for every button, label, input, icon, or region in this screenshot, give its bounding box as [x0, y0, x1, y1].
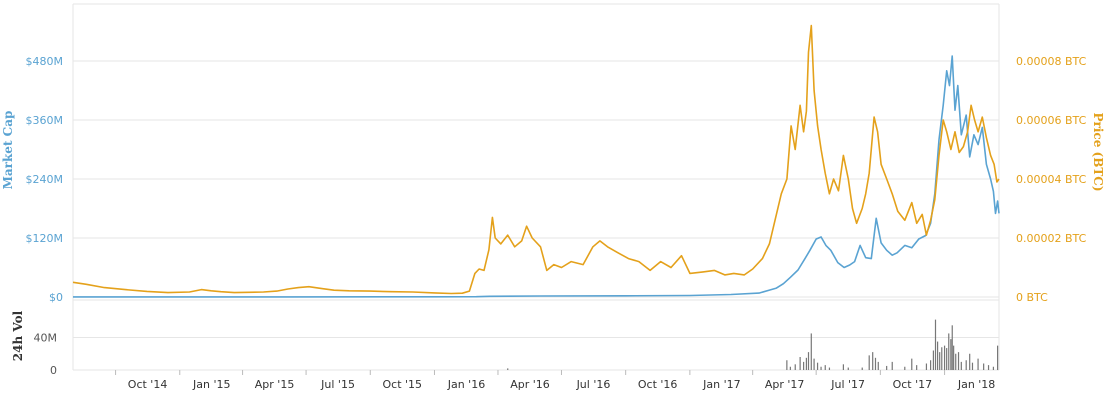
grid	[72, 3, 1000, 371]
volume-bar	[916, 365, 918, 370]
volume-bar	[943, 345, 946, 370]
volume-bar	[936, 341, 939, 370]
volume-tick-label: 0	[50, 364, 57, 377]
volume-bar	[786, 360, 788, 370]
x-tick-label: Apr '17	[765, 378, 805, 391]
volume-bar	[874, 357, 877, 370]
volume-bar	[816, 362, 819, 370]
volume-bar	[820, 366, 822, 370]
x-tick-label: Jul '15	[320, 378, 355, 391]
volume-bar	[983, 363, 985, 370]
volume-bar	[794, 364, 796, 370]
volume-tick-label: 40M	[34, 332, 58, 345]
volume-bar	[939, 352, 941, 370]
volume-bar	[803, 361, 805, 370]
x-tick-label: Apr '16	[510, 378, 550, 391]
volume-bar	[847, 367, 849, 370]
volume-bar	[904, 366, 906, 370]
volume-bar	[932, 350, 935, 370]
market-cap-line	[73, 55, 1000, 298]
price-line	[72, 24, 1000, 295]
x-tick-label: Oct '16	[638, 378, 678, 391]
x-tick-label: Jan '15	[192, 378, 230, 391]
volume-bar	[805, 357, 808, 370]
volume-bar	[955, 353, 957, 370]
series-lines	[72, 24, 1000, 298]
volume-bar	[950, 339, 952, 370]
volume-bar	[992, 366, 995, 370]
x-tick-label: Oct '17	[893, 378, 933, 391]
y-left-tick-label: $480M	[26, 55, 64, 68]
volume-bar	[957, 352, 960, 370]
y-left-tick-label: $120M	[26, 232, 64, 245]
volume-bar	[948, 333, 950, 370]
y-right-tick-label: 0.00002 BTC	[1016, 232, 1087, 245]
volume-bar	[965, 360, 967, 370]
volume-bar	[807, 352, 810, 370]
volume-bar	[951, 325, 953, 370]
volume-bar	[930, 360, 932, 370]
volume-bar	[813, 358, 815, 370]
volume-bar	[824, 365, 826, 370]
volume-bar	[810, 333, 812, 370]
volume-bar	[977, 358, 979, 370]
volume-bar	[891, 361, 893, 370]
volume-bar	[868, 355, 870, 370]
volume-bar	[997, 345, 999, 370]
volume-bar	[934, 319, 937, 370]
y-right-tick-label: 0.00008 BTC	[1016, 55, 1087, 68]
volume-bar	[799, 357, 801, 370]
volume-bar	[789, 366, 791, 370]
x-tick-label: Jan '17	[702, 378, 740, 391]
x-tick-label: Jan '16	[447, 378, 485, 391]
volume-bar	[925, 363, 928, 370]
y-right-title: Price (BTC)	[1091, 112, 1105, 191]
volume-bar	[960, 361, 962, 370]
x-tick-label: Jul '16	[576, 378, 611, 391]
volume-bar	[971, 362, 974, 370]
volume-bar	[886, 365, 888, 370]
y-right-tick-label: 0.00006 BTC	[1016, 114, 1087, 127]
volume-bar	[507, 368, 509, 370]
volume-bar	[969, 353, 971, 370]
volume-bar	[877, 361, 879, 370]
y-left-tick-label: $0	[49, 291, 63, 304]
volume-bar	[828, 367, 831, 370]
x-tick-label: Apr '15	[255, 378, 295, 391]
volume-bar	[861, 367, 863, 370]
y-left-title: Market Cap	[1, 111, 15, 190]
volume-bar	[911, 358, 913, 370]
y-left-tick-label: $240M	[26, 173, 64, 186]
y-right-tick-label: 0.00004 BTC	[1016, 173, 1087, 186]
y-left-tick-label: $360M	[26, 114, 64, 127]
x-tick-label: Oct '15	[382, 378, 422, 391]
volume-bar	[953, 345, 955, 370]
volume-bar	[842, 364, 844, 370]
volume-bar	[941, 347, 943, 370]
volume-bars	[507, 319, 999, 370]
y-right-tick-label: 0 BTC	[1016, 291, 1048, 304]
x-tick-label: Oct '14	[128, 378, 168, 391]
x-tick-label: Jul '17	[830, 378, 865, 391]
volume-bar	[946, 348, 948, 370]
volume-bar	[872, 352, 874, 370]
volume-axis-title: 24h Vol	[11, 310, 25, 361]
axes: $0 $120M $240M $360M $480M 0 BTC 0.00002 BTC 0.…	[26, 55, 1087, 391]
volume-bar	[987, 365, 990, 370]
x-tick-label: Jan '18	[957, 378, 995, 391]
